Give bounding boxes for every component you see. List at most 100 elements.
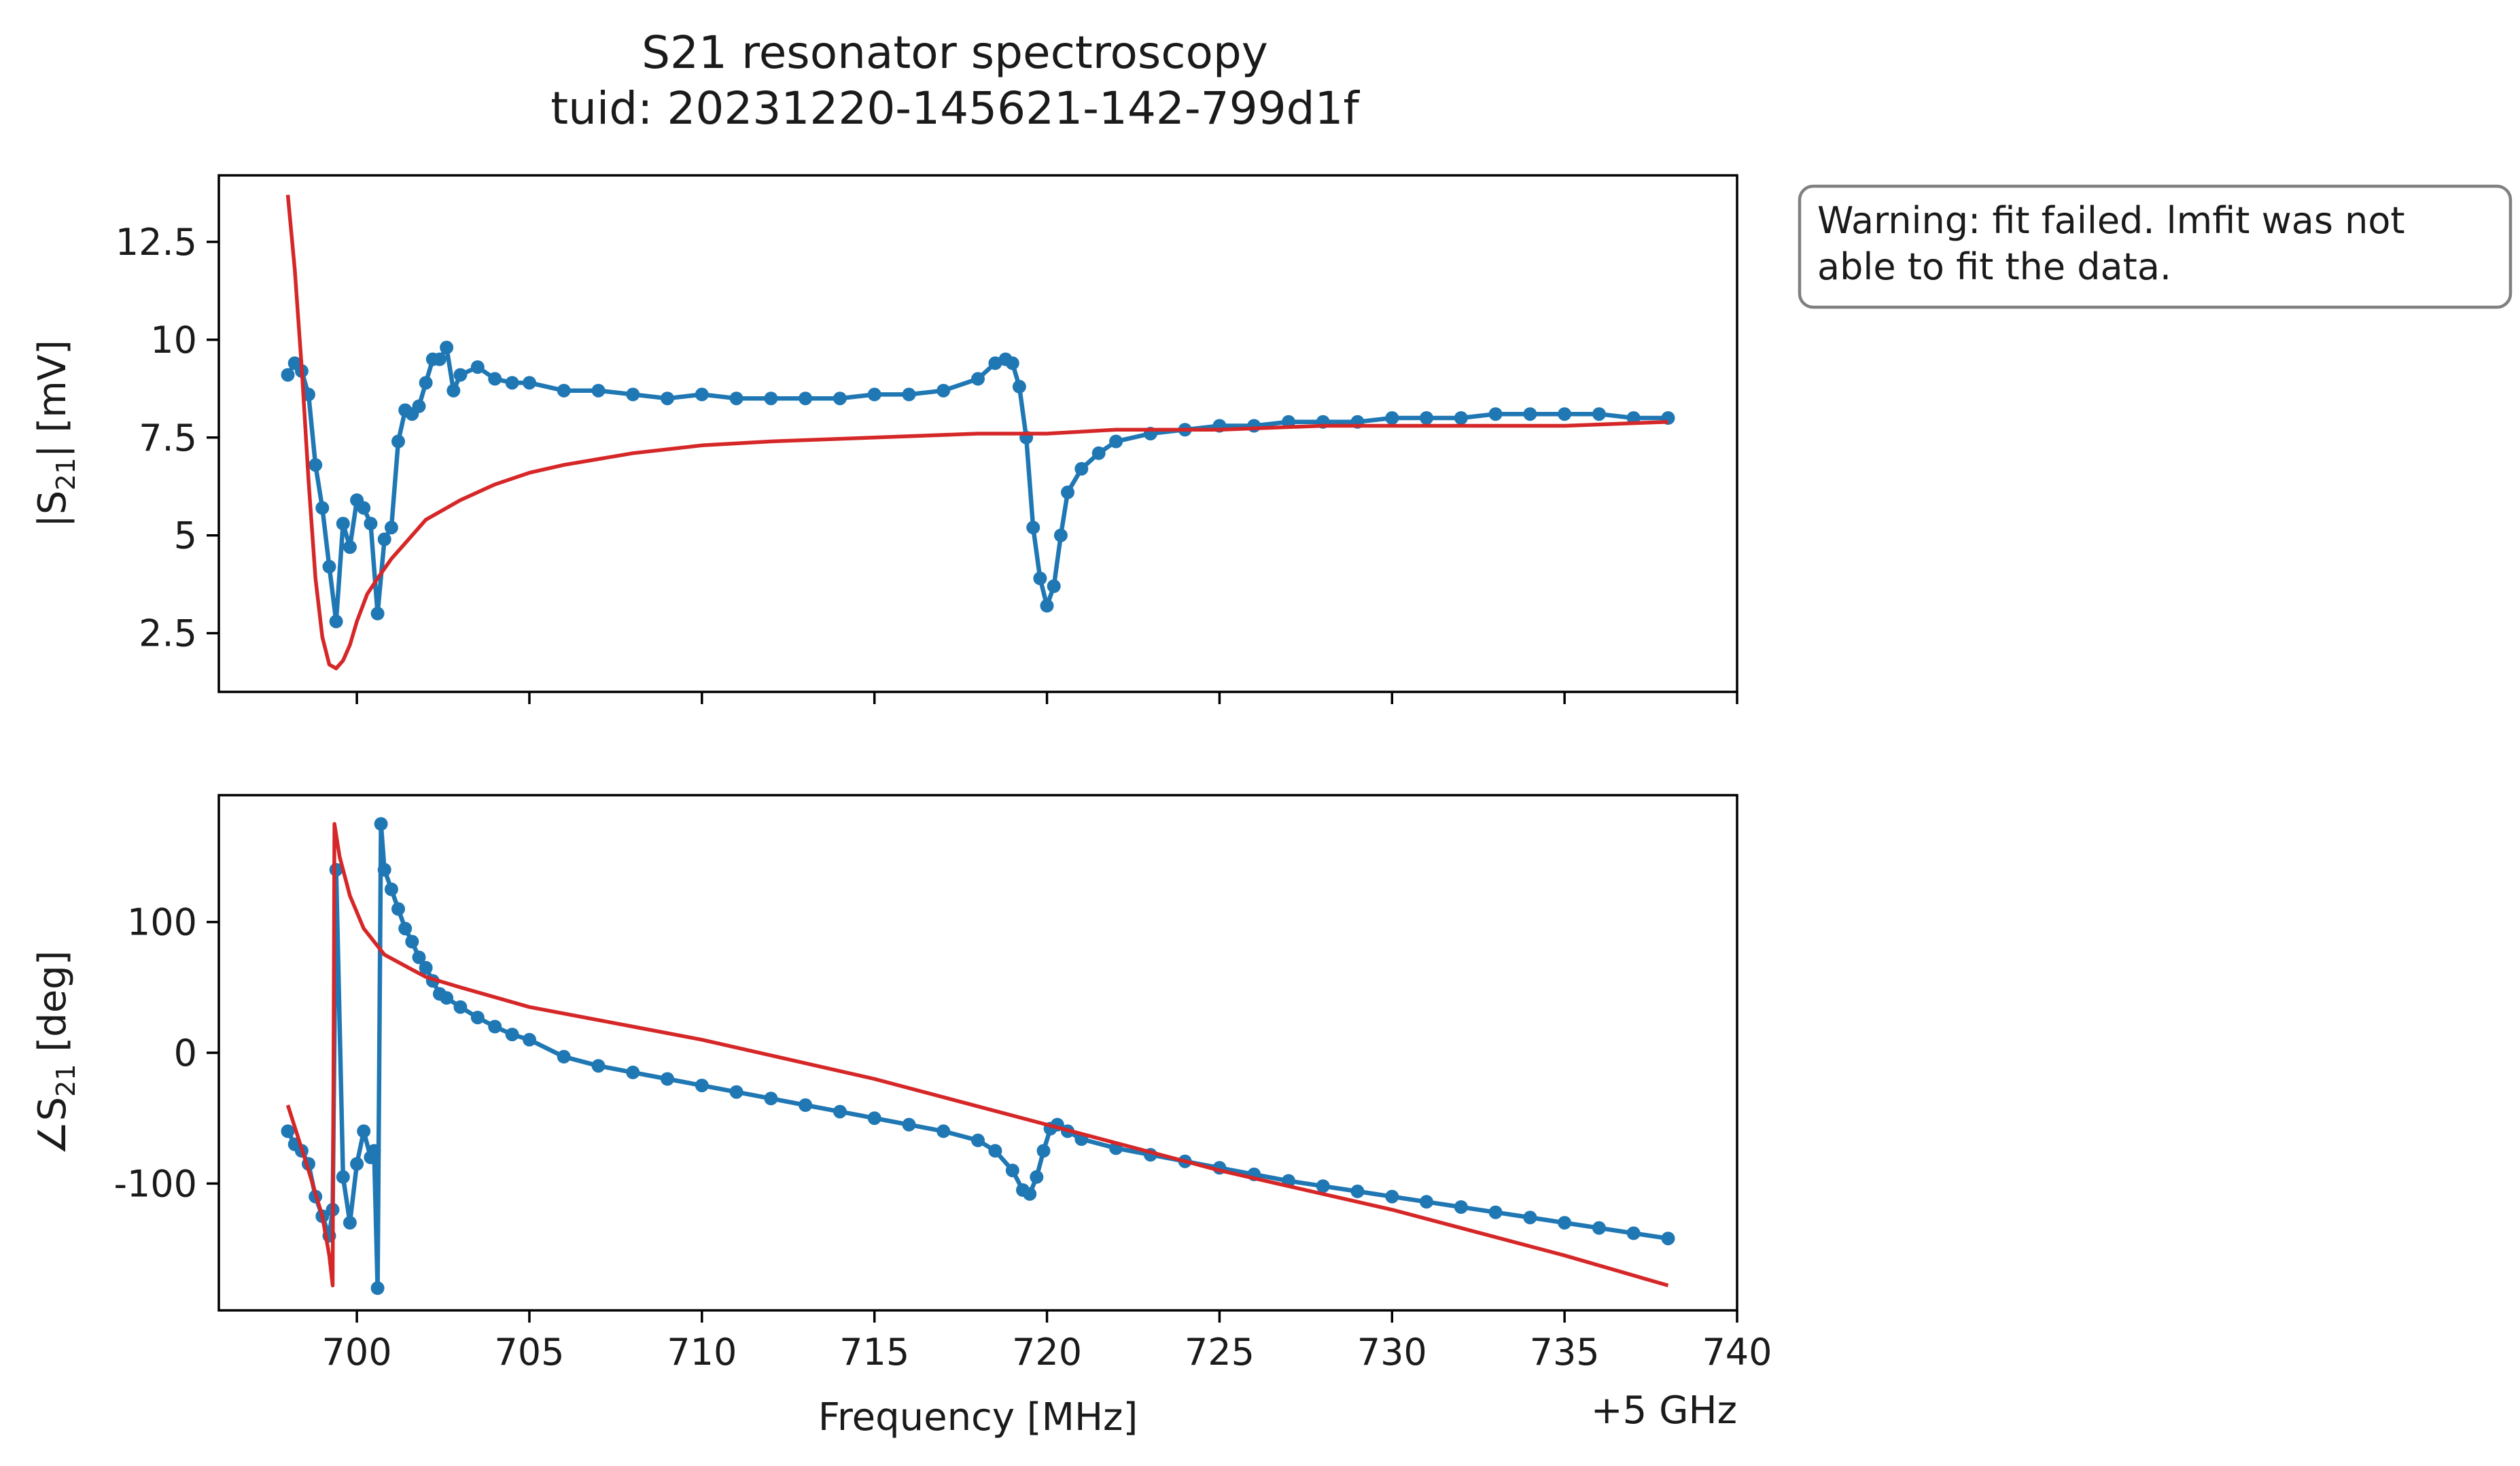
phase-data-point	[1488, 1205, 1503, 1219]
magnitude-data-point	[1420, 411, 1433, 425]
magnitude-data-point	[470, 360, 485, 374]
phase-y-label: ∠S21 [deg]	[31, 950, 81, 1155]
phase-data-point	[357, 1124, 371, 1138]
x-tick-label: 710	[667, 1331, 737, 1374]
phase-data-point	[370, 1281, 385, 1295]
phase-data-point	[1558, 1216, 1572, 1230]
magnitude-data-point	[1053, 528, 1068, 542]
magnitude-data-point	[1454, 411, 1468, 425]
phase-data-point	[729, 1085, 743, 1099]
magnitude-data-point	[309, 458, 323, 472]
magnitude-data-point	[833, 391, 847, 406]
x-axis-label: Frequency [MHz]	[818, 1395, 1138, 1439]
magnitude-y-ticks: 2.5 5 7.5 10 12.5	[116, 221, 219, 655]
magnitude-data-point	[729, 391, 743, 406]
magnitude-data-point	[523, 376, 536, 390]
magnitude-y-tick-label: 12.5	[116, 221, 197, 264]
warning-line1: Warning: fit failed. lmfit was not	[1817, 199, 2405, 242]
phase-data-point	[412, 950, 426, 964]
phase-data-point	[1030, 1170, 1044, 1184]
phase-data-point	[1454, 1200, 1468, 1214]
phase-data-point	[523, 1032, 536, 1047]
magnitude-data-point	[322, 559, 336, 574]
magnitude-data-point	[971, 372, 985, 386]
phase-data-point	[1385, 1189, 1399, 1204]
phase-x-ticks: 700 705 710 715 720 725 730 735 740	[322, 1310, 1772, 1374]
magnitude-data-point	[1523, 407, 1537, 421]
magnitude-data-point	[370, 606, 385, 621]
magnitude-data-point	[419, 376, 433, 390]
phase-data-point	[1592, 1221, 1606, 1235]
phase-data-point	[453, 1000, 468, 1014]
magnitude-data-point	[1091, 446, 1106, 460]
phase-data-point	[377, 862, 391, 877]
phase-y-tick-label: 0	[174, 1032, 197, 1075]
phase-panel: 700 705 710 715 720 725 730 735 740 -100 0 100 ∠S2…	[31, 794, 1772, 1439]
phase-axes-frame	[217, 794, 1738, 1312]
chart-title-line1: S21 resonator spectroscopy	[642, 27, 1268, 79]
magnitude-data-point	[1026, 521, 1040, 535]
phase-data-point	[799, 1098, 813, 1112]
phase-data-point	[1005, 1164, 1019, 1178]
phase-data-point	[1626, 1226, 1641, 1240]
magnitude-data-point	[1005, 356, 1019, 370]
magnitude-data-point	[384, 521, 398, 535]
magnitude-data-point	[661, 391, 674, 406]
magnitude-data-point	[1385, 411, 1399, 425]
phase-data-point	[419, 960, 433, 975]
magnitude-data-point	[937, 383, 951, 398]
phase-data-line	[285, 822, 1668, 1291]
magnitude-data-point	[764, 391, 778, 406]
x-tick-label: 705	[494, 1331, 564, 1374]
phase-data-point	[367, 1144, 381, 1158]
x-tick-label: 720	[1012, 1331, 1082, 1374]
x-tick-label: 735	[1530, 1331, 1600, 1374]
phase-data-point	[1316, 1179, 1330, 1193]
phase-y-tick-label: 100	[127, 901, 197, 944]
phase-data-point	[281, 1124, 295, 1138]
phase-data-point	[1420, 1195, 1433, 1209]
phase-y-ticks: -100 0 100	[113, 901, 219, 1205]
phase-data-point	[1350, 1184, 1365, 1198]
phase-data-point	[695, 1079, 709, 1093]
magnitude-data-point	[440, 341, 454, 355]
magnitude-data-point	[364, 517, 378, 531]
phase-y-tick-label: -100	[113, 1162, 197, 1205]
magnitude-y-tick-label: 2.5	[139, 612, 197, 655]
magnitude-data-point	[447, 383, 461, 398]
magnitude-data-point	[329, 614, 343, 629]
magnitude-data-point	[1558, 407, 1572, 421]
phase-data-point	[902, 1117, 916, 1132]
phase-plot-area	[281, 817, 1675, 1295]
phase-fit-line	[285, 822, 1669, 1288]
phase-data-point	[557, 1049, 571, 1064]
magnitude-data-point	[343, 540, 357, 554]
x-offset-label: +5 GHz	[1591, 1389, 1737, 1433]
magnitude-plot-area	[281, 194, 1675, 671]
magnitude-y-tick-label: 10	[150, 319, 197, 362]
magnitude-x-ticks	[355, 692, 1738, 704]
phase-data-point	[505, 1028, 519, 1042]
magnitude-data-point	[902, 387, 916, 402]
x-tick-label: 730	[1357, 1331, 1427, 1374]
phase-data-point	[1023, 1187, 1037, 1201]
phase-data-point	[350, 1157, 364, 1171]
phase-data-point	[470, 1011, 485, 1025]
magnitude-data-point	[695, 387, 709, 402]
magnitude-panel: 2.5 5 7.5 10 12.5 |S21| [mV]	[31, 174, 1738, 704]
magnitude-data-point	[315, 501, 330, 515]
magnitude-data-point	[453, 368, 468, 382]
phase-data-point	[971, 1133, 985, 1147]
magnitude-data-point	[412, 399, 426, 413]
phase-data-point	[488, 1019, 502, 1034]
magnitude-data-point	[799, 391, 813, 406]
magnitude-data-point	[1047, 579, 1061, 593]
magnitude-data-point	[1033, 572, 1047, 585]
phase-data-point	[1036, 1144, 1051, 1158]
magnitude-y-tick-label: 7.5	[139, 417, 197, 459]
magnitude-data-point	[377, 532, 391, 546]
x-tick-label: 700	[322, 1331, 392, 1374]
phase-data-point	[398, 922, 413, 936]
phase-data-point	[440, 991, 454, 1005]
